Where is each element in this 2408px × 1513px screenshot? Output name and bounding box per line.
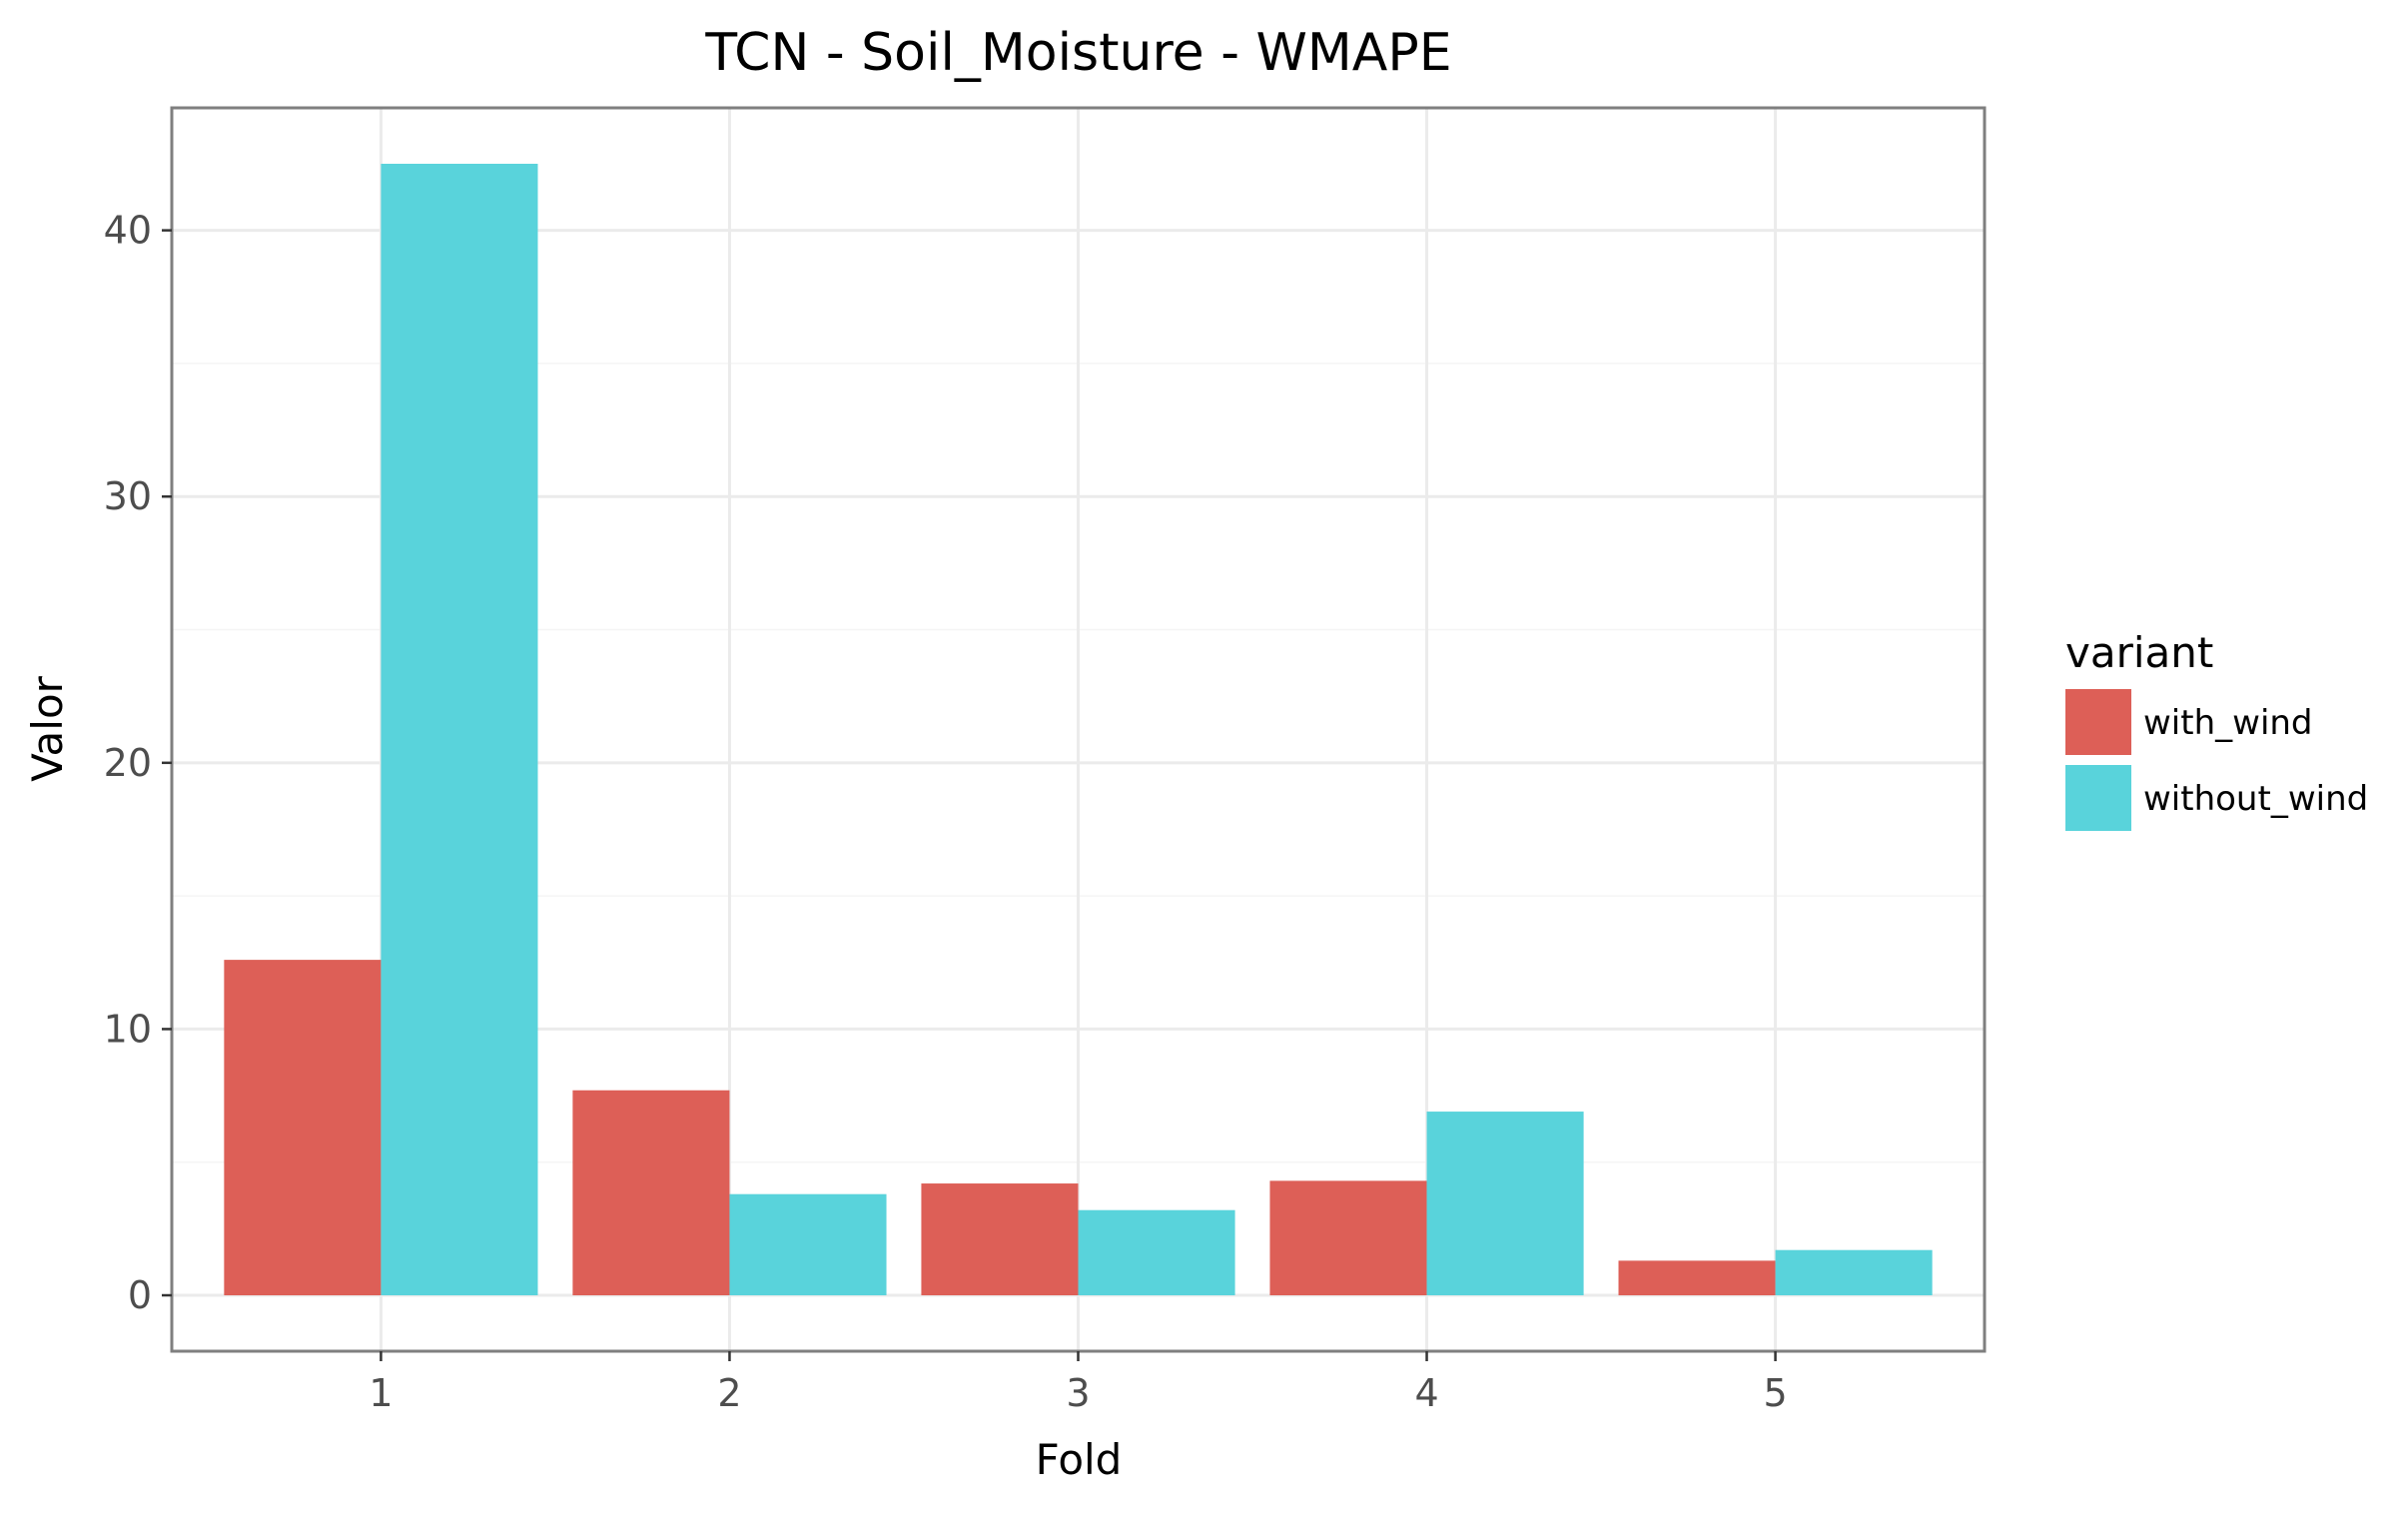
x-tick-label: 4 [1414, 1371, 1438, 1415]
bar-without_wind-fold-1 [381, 163, 538, 1296]
legend-title: variant [2065, 628, 2213, 677]
x-tick-label: 2 [717, 1371, 741, 1415]
y-tick-label: 30 [104, 474, 152, 518]
axis-ticks: 0 10 20 30 40 1 2 3 4 5 [104, 209, 1788, 1415]
bar-with_wind-fold-5 [1618, 1260, 1776, 1296]
y-tick-label: 40 [104, 209, 152, 253]
legend-label-without_wind: without_wind [2143, 779, 2368, 819]
legend-key-with_wind [2065, 689, 2131, 755]
y-tick-label: 20 [104, 741, 152, 785]
y-tick-label: 10 [104, 1007, 152, 1051]
bar-with_wind-fold-3 [921, 1183, 1079, 1296]
bar-with_wind-fold-2 [572, 1090, 730, 1296]
bar-with_wind-fold-4 [1269, 1180, 1427, 1296]
legend-key-without_wind [2065, 765, 2131, 831]
y-axis-title: Valor [23, 675, 72, 782]
x-tick-label: 3 [1066, 1371, 1090, 1415]
chart-title: TCN - Soil_Moisture - WMAPE [704, 23, 1451, 83]
legend-label-with_wind: with_wind [2143, 703, 2313, 743]
legend: variant with_wind without_wind [2065, 628, 2368, 831]
bar-without_wind-fold-5 [1775, 1249, 1933, 1296]
x-tick-label: 1 [369, 1371, 393, 1415]
x-tick-label: 5 [1763, 1371, 1787, 1415]
bar-without_wind-fold-3 [1078, 1209, 1235, 1296]
bar-with_wind-fold-1 [224, 960, 382, 1296]
y-tick-label: 0 [128, 1273, 152, 1317]
legend-items: with_wind without_wind [2065, 689, 2368, 831]
bar-without_wind-fold-2 [729, 1193, 887, 1296]
bar-without_wind-fold-4 [1426, 1112, 1584, 1296]
x-axis-title: Fold [1036, 1435, 1123, 1484]
bars [224, 163, 1933, 1296]
